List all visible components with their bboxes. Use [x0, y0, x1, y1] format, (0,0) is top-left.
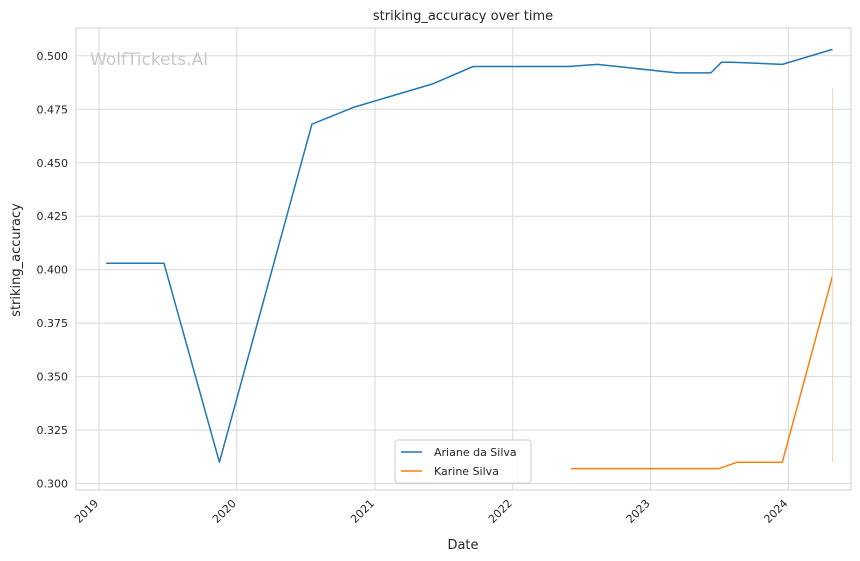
- legend-box: [394, 439, 532, 484]
- y-tick-label: 0.300: [37, 478, 69, 491]
- watermark: WolfTickets.AI: [90, 50, 208, 70]
- y-tick-label: 0.400: [37, 264, 69, 277]
- y-tick-label: 0.450: [37, 157, 69, 170]
- grid-lines: [76, 28, 851, 490]
- x-tick-label: 2020: [210, 497, 239, 526]
- series-lines: [106, 48, 834, 470]
- legend-label: Karine Silva: [434, 465, 499, 478]
- x-axis-label: Date: [447, 538, 478, 553]
- x-tick-label: 2021: [348, 497, 377, 526]
- y-axis-label: striking_accuracy: [9, 203, 24, 317]
- x-tick-label: 2024: [761, 497, 790, 526]
- series-line-ariane-da-silva: [106, 48, 833, 463]
- series-line-karine-silva: [570, 275, 834, 470]
- y-tick-label: 0.350: [37, 371, 69, 384]
- y-tick-label: 0.500: [37, 50, 69, 63]
- x-tick-label: 2019: [72, 497, 101, 526]
- x-tick-label: 2022: [486, 497, 515, 526]
- legend-label: Ariane da Silva: [434, 446, 517, 459]
- y-tick-label: 0.325: [37, 424, 69, 437]
- y-axis: 0.300 0.325 0.350 0.375 0.400 0.425 0.450 0.475…: [37, 50, 69, 491]
- y-tick-label: 0.475: [37, 103, 69, 116]
- plot-area-background: [75, 27, 852, 491]
- x-tick-label: 2023: [624, 497, 653, 526]
- legend: Ariane da Silva Karine Silva: [394, 439, 532, 484]
- y-tick-label: 0.375: [37, 317, 69, 330]
- y-tick-label: 0.425: [37, 210, 69, 223]
- chart-title: striking_accuracy over time: [373, 9, 553, 24]
- x-axis: 2019 2020 2021 2022 2023 2024: [72, 497, 790, 526]
